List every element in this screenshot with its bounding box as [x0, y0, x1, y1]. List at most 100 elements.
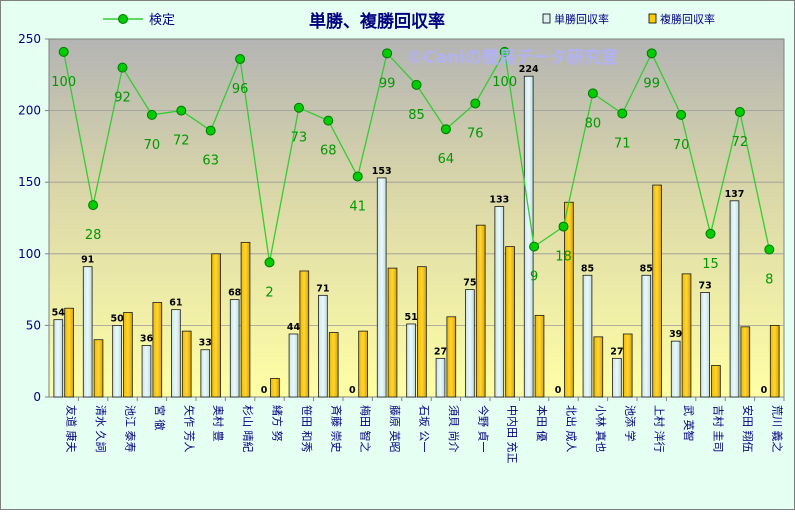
data-label-tansho: 73 — [698, 280, 711, 291]
x-tick-label: 中内田 充正 — [506, 405, 520, 464]
x-tick-label: 石坂 公一 — [418, 405, 431, 453]
point-kentei — [293, 102, 304, 113]
point-kentei — [264, 257, 275, 268]
data-label-tansho: 27 — [434, 346, 447, 357]
data-label-tansho: 137 — [725, 189, 745, 200]
point-kentei — [382, 48, 393, 59]
data-label-tansho: 0 — [261, 385, 268, 396]
bar-fukusho — [505, 246, 515, 398]
bar-tansho — [641, 274, 652, 398]
bar-tansho — [288, 333, 299, 398]
bar-fukusho — [211, 253, 221, 398]
point-kentei — [146, 109, 157, 120]
bar-fukusho — [711, 365, 721, 398]
x-tick-label: 今野 貞一 — [476, 405, 490, 453]
point-kentei — [529, 241, 540, 252]
data-label-kentei: 15 — [702, 257, 719, 272]
data-label-kentei: 8 — [765, 273, 773, 288]
x-tick-label: 緒方 努 — [271, 405, 285, 442]
data-label-tansho: 54 — [52, 308, 66, 319]
chart-title: 単勝、複勝回収率 — [309, 11, 445, 32]
data-label-kentei: 73 — [291, 131, 308, 146]
data-label-tansho: 51 — [404, 312, 417, 323]
data-label-kentei: 41 — [349, 199, 366, 214]
data-label-tansho: 27 — [610, 346, 623, 357]
y-tick-label: 150 — [18, 175, 41, 189]
data-label-tansho: 39 — [669, 329, 682, 340]
data-label-kentei: 100 — [492, 75, 517, 90]
bar-tansho — [612, 357, 622, 398]
bar-fukusho — [358, 330, 368, 398]
data-label-kentei: 99 — [379, 76, 396, 91]
point-kentei — [440, 124, 451, 135]
bar-fukusho — [681, 273, 692, 398]
data-label-kentei: 2 — [265, 285, 273, 300]
bar-tansho — [494, 206, 505, 398]
bar-fukusho — [652, 184, 662, 398]
x-tick-label: 須貝 尚介 — [447, 405, 461, 453]
bar-tansho — [435, 357, 446, 398]
legend-bar2-label: 複勝回収率 — [660, 12, 715, 26]
data-label-tansho: 61 — [169, 298, 182, 309]
bar-tansho — [523, 75, 534, 398]
x-tick-label: 池江 泰寿 — [124, 405, 138, 453]
data-label-kentei: 70 — [144, 138, 161, 153]
data-label-tansho: 71 — [316, 283, 329, 294]
data-label-kentei: 18 — [555, 250, 572, 265]
y-tick-label: 50 — [26, 318, 41, 332]
data-label-tansho: 224 — [519, 64, 539, 75]
x-tick-label: 池添 学 — [623, 405, 637, 442]
data-label-kentei: 85 — [408, 108, 425, 123]
data-label-kentei: 70 — [673, 138, 690, 153]
bar-fukusho — [446, 316, 457, 398]
bar-fukusho — [475, 224, 486, 398]
x-tick-label: 吉村 圭司 — [712, 405, 726, 453]
bar-fukusho — [534, 314, 545, 398]
data-label-tansho: 0 — [761, 385, 768, 396]
bar-tansho — [141, 345, 152, 398]
bar-fukusho — [152, 302, 163, 398]
data-label-tansho: 153 — [372, 166, 392, 177]
data-label-tansho: 75 — [463, 278, 476, 289]
bar-tansho — [112, 324, 122, 398]
point-kentei — [587, 88, 598, 99]
point-kentei — [617, 108, 628, 119]
data-label-tansho: 85 — [581, 263, 594, 274]
legend-line-marker — [118, 14, 128, 24]
x-tick-label: 藤原 英昭 — [388, 405, 402, 453]
bar-tansho — [406, 323, 416, 398]
point-kentei — [411, 79, 422, 90]
bar-tansho — [670, 340, 681, 398]
y-tick-label: 200 — [18, 104, 41, 118]
x-tick-label: 武 英智 — [682, 405, 696, 442]
point-kentei — [499, 46, 510, 57]
bar-fukusho — [123, 312, 133, 398]
data-label-kentei: 68 — [320, 144, 337, 159]
bar-tansho — [729, 200, 740, 398]
point-kentei — [558, 221, 569, 232]
legend-bar1-swatch — [542, 13, 551, 24]
bar-fukusho — [270, 377, 280, 398]
bar-tansho — [229, 299, 240, 398]
bar-fukusho — [328, 332, 339, 398]
bar-tansho — [318, 294, 328, 398]
x-tick-label: 荒川 義之 — [770, 405, 784, 453]
data-label-tansho: 33 — [199, 338, 212, 349]
y-tick-label: 0 — [33, 390, 41, 404]
data-label-tansho: 133 — [489, 195, 509, 206]
point-kentei — [705, 228, 716, 239]
data-label-tansho: 91 — [81, 255, 94, 266]
data-label-tansho: 50 — [110, 313, 124, 324]
legend-bar2-swatch — [648, 13, 657, 24]
data-label-tansho: 0 — [555, 385, 562, 396]
data-label-kentei: 64 — [438, 152, 455, 167]
point-kentei — [323, 115, 334, 126]
bar-fukusho — [769, 324, 780, 398]
data-label-tansho: 0 — [349, 385, 356, 396]
x-tick-label: 清水 久詞 — [94, 405, 107, 453]
data-label-tansho: 68 — [228, 288, 242, 299]
point-kentei — [117, 62, 128, 73]
bar-tansho — [700, 292, 710, 398]
data-label-kentei: 96 — [232, 82, 249, 97]
x-tick-label: 宮 徹 — [153, 405, 167, 431]
